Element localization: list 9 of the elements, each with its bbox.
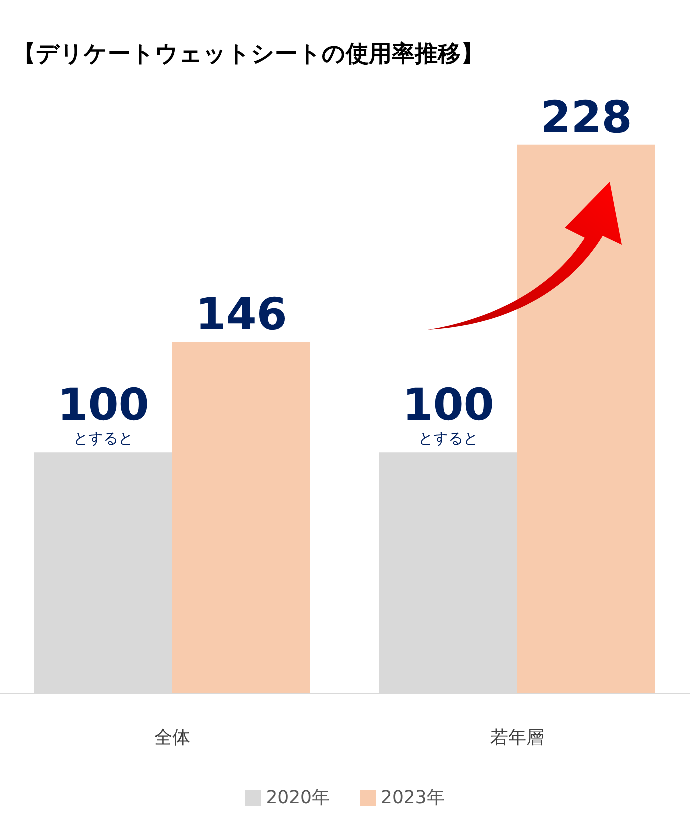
x-tick-label: 若年層 [490,728,544,748]
data-label: 146 [196,290,288,341]
data-label: 100 とすると [58,380,150,448]
legend-label: 2023年 [381,788,445,808]
x-tick-label: 全体 [154,728,190,748]
chart-title: 【デリケートウェットシートの使用率推移】 [13,40,484,68]
data-label: 100 とすると [402,380,494,448]
data-label: 228 [540,92,632,144]
legend-label: 2020年 [266,788,330,808]
